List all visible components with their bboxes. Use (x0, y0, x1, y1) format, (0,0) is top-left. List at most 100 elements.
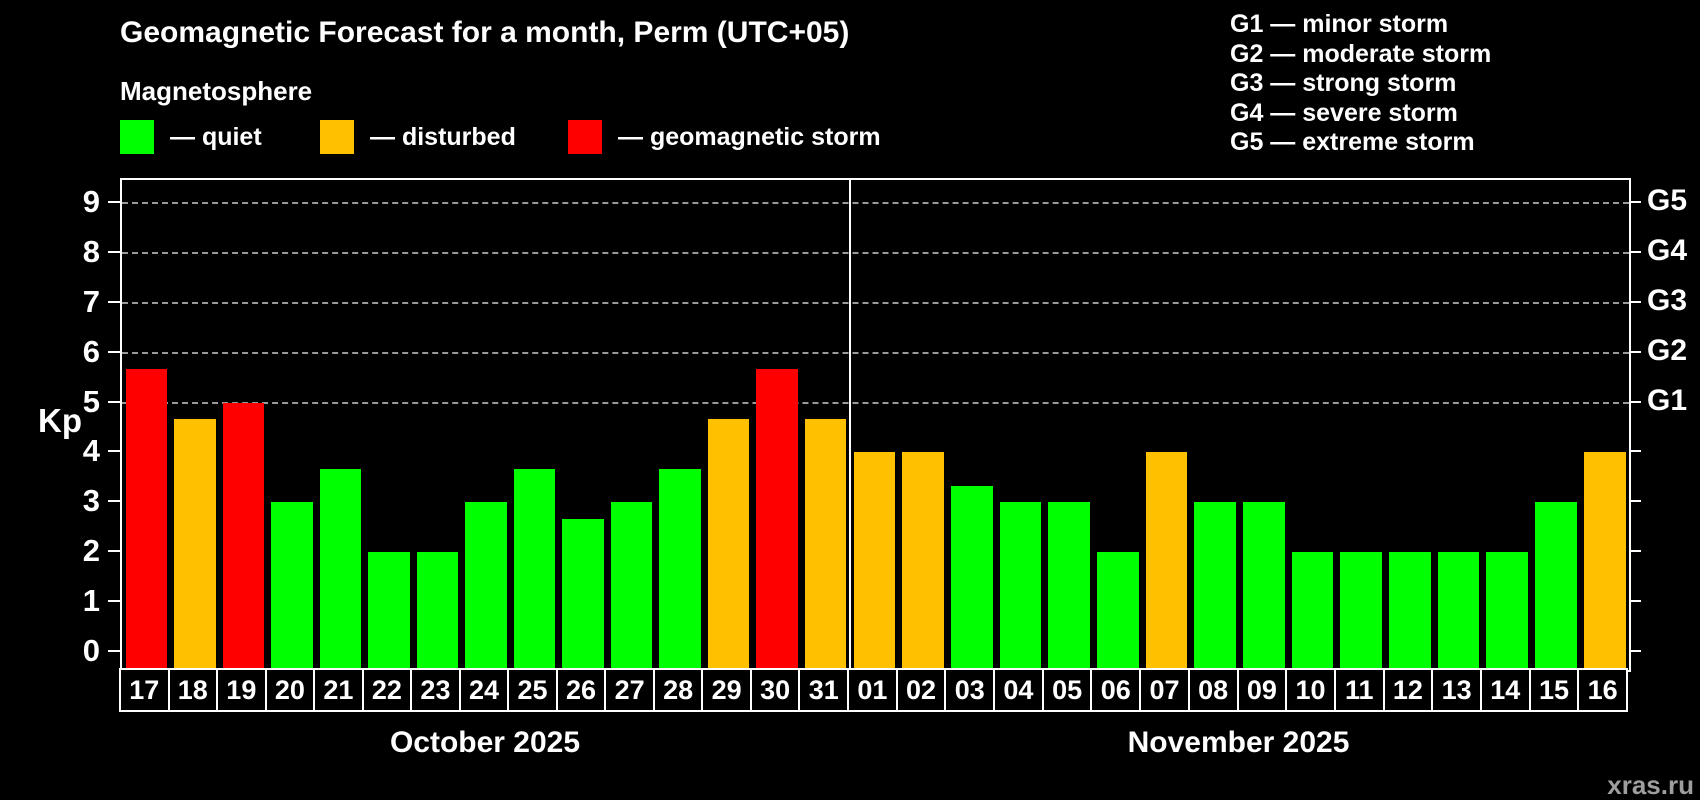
g4-legend-line: G4 — severe storm (1230, 98, 1458, 127)
day-label-03: 03 (944, 668, 996, 712)
right-axis-tick-8 (1629, 250, 1641, 253)
day-label-31: 31 (798, 668, 849, 712)
month-label-november: November 2025 (1127, 726, 1350, 759)
day-label-19: 19 (216, 668, 267, 712)
kp-bar-08 (1194, 502, 1236, 670)
plot-area (120, 178, 1631, 672)
day-label-16: 16 (1577, 668, 1628, 712)
day-label-20: 20 (264, 668, 316, 712)
day-label-15: 15 (1528, 668, 1580, 712)
day-label-10: 10 (1285, 668, 1336, 712)
kp-bar-28 (659, 468, 701, 670)
right-axis-tick-0 (1629, 650, 1641, 652)
g3-legend-line: G3 — strong storm (1230, 69, 1457, 97)
kp-tick-label-6: 6 (82, 333, 100, 369)
kp-tick-label-2: 2 (82, 533, 100, 569)
day-label-08: 08 (1187, 668, 1239, 712)
kp-bar-19 (222, 402, 265, 670)
kp-bar-01 (853, 452, 896, 670)
right-axis-label-g3: G3 (1647, 283, 1688, 317)
day-label-09: 09 (1236, 668, 1288, 712)
left-axis-tick-0 (108, 650, 120, 652)
day-label-18: 18 (167, 668, 219, 712)
gridline-kp9 (122, 202, 1629, 204)
kp-bar-29 (707, 419, 750, 670)
gridline-kp7 (122, 301, 1629, 304)
kp-bar-05 (1048, 502, 1090, 670)
left-axis-tick-5 (108, 400, 120, 403)
day-label-28: 28 (652, 668, 704, 712)
day-label-26: 26 (555, 668, 607, 712)
kp-bar-26 (562, 518, 604, 670)
right-axis-tick-9 (1629, 201, 1641, 203)
day-label-05: 05 (1041, 668, 1093, 712)
kp-bar-20 (271, 502, 313, 670)
day-label-30: 30 (749, 668, 801, 712)
kp-tick-label-9: 9 (82, 184, 100, 219)
kp-bar-24 (465, 502, 507, 670)
kp-bar-25 (513, 468, 556, 670)
kp-bar-27 (610, 502, 653, 670)
kp-axis-title: Kp (38, 402, 82, 439)
gridline-kp5 (122, 401, 1629, 404)
kp-bar-09 (1243, 502, 1285, 670)
left-axis-tick-2 (108, 550, 120, 553)
g5-legend-line: G5 — extreme storm (1230, 128, 1475, 156)
kp-bar-12 (1389, 552, 1431, 670)
day-label-01: 01 (847, 668, 898, 712)
kp-bar-10 (1291, 552, 1334, 670)
kp-tick-label-8: 8 (82, 233, 100, 269)
kp-bar-18 (174, 419, 216, 670)
left-axis-tick-8 (108, 250, 120, 253)
storm-scale-legend: G1 — minor storm G2 — moderate storm G3 … (1230, 10, 1491, 158)
kp-bar-21 (319, 468, 362, 670)
kp-tick-label-1: 1 (82, 583, 100, 619)
day-label-13: 13 (1431, 668, 1482, 712)
left-axis-tick-9 (108, 201, 120, 203)
gridline-kp6 (122, 351, 1629, 354)
day-label-14: 14 (1479, 668, 1531, 712)
legend-item-quiet: — quiet (120, 118, 262, 156)
month-divider (849, 180, 851, 670)
day-label-22: 22 (361, 668, 413, 712)
kp-bar-14 (1486, 552, 1529, 670)
day-label-12: 12 (1382, 668, 1434, 712)
gridline-kp8 (122, 251, 1629, 254)
right-axis-label-g5: G5 (1647, 184, 1688, 217)
day-label-07: 07 (1139, 668, 1190, 712)
legend-quiet-label: — quiet (170, 122, 262, 151)
kp-bar-15 (1535, 502, 1577, 670)
day-label-02: 02 (895, 668, 947, 712)
day-label-24: 24 (458, 668, 510, 712)
day-label-06: 06 (1090, 668, 1142, 712)
day-label-04: 04 (993, 668, 1044, 712)
kp-tick-label-5: 5 (82, 383, 100, 419)
right-axis-label-g1: G1 (1647, 383, 1688, 417)
magnetosphere-label: Magnetosphere (120, 76, 313, 106)
kp-bar-06 (1096, 552, 1139, 670)
kp-bar-30 (756, 369, 798, 670)
right-axis-tick-7 (1629, 300, 1641, 303)
day-label-21: 21 (313, 668, 364, 712)
kp-bar-03 (950, 485, 993, 670)
watermark: xras.ru (1607, 770, 1694, 800)
kp-tick-label-0: 0 (82, 633, 100, 668)
right-axis-tick-1 (1629, 600, 1641, 603)
g2-legend-line: G2 — moderate storm (1230, 39, 1492, 68)
kp-bar-07 (1145, 452, 1188, 670)
day-label-27: 27 (604, 668, 655, 712)
kp-bar-17 (125, 369, 168, 670)
kp-bar-11 (1340, 552, 1383, 670)
right-axis-tick-3 (1629, 500, 1641, 503)
kp-bar-23 (416, 552, 459, 670)
left-axis-tick-3 (108, 500, 120, 503)
kp-bar-16 (1583, 452, 1626, 670)
right-axis-tick-4 (1629, 450, 1641, 453)
month-label-october: October 2025 (389, 726, 581, 759)
kp-bar-31 (804, 419, 847, 670)
page-title: Geomagnetic Forecast for a month, Perm (… (120, 16, 850, 49)
kp-tick-label-7: 7 (82, 283, 100, 319)
disturbed-color-swatch (320, 120, 354, 154)
day-label-29: 29 (701, 668, 752, 712)
